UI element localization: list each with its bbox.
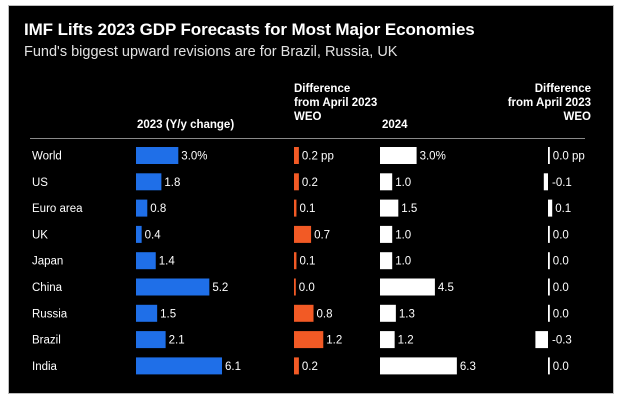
value-label-gdp-2023-uk: 0.4 — [145, 229, 162, 241]
header-diff-2024: Difference from April 2023 WEO — [507, 83, 591, 123]
value-label-diff-2024-world: 0.0 pp — [553, 151, 585, 163]
bar-diff-2024-india — [548, 357, 550, 375]
value-label-gdp-2023-world: 3.0% — [181, 151, 207, 163]
bar-diff-2024-world — [548, 147, 550, 164]
bar-gdp-2023-china — [136, 278, 210, 296]
bar-diff-2023-euro-area — [294, 199, 297, 217]
category-label-russia: Russia — [32, 308, 68, 320]
chart-subtitle: Fund's biggest upward revisions are for … — [24, 44, 398, 60]
category-label-brazil: Brazil — [32, 335, 61, 347]
value-label-gdp-2024-japan: 1.0 — [395, 256, 411, 268]
value-label-diff-2024-china: 0.0 — [553, 282, 569, 294]
value-label-diff-2024-brazil: -0.3 — [552, 335, 572, 347]
bar-diff-2023-brazil — [294, 331, 324, 349]
bar-gdp-2024-brazil — [380, 331, 395, 349]
category-label-us: US — [32, 177, 48, 189]
bar-gdp-2023-japan — [136, 252, 156, 270]
header-2023: 2023 (Y/y change) — [137, 119, 235, 131]
bar-gdp-2023-russia — [136, 304, 158, 322]
bar-gdp-2023-us — [136, 173, 162, 191]
bar-diff-2024-uk — [548, 225, 550, 243]
category-label-world: World — [32, 151, 62, 163]
value-label-diff-2024-uk: 0.0 — [553, 229, 569, 241]
value-label-gdp-2024-india: 6.3 — [460, 361, 476, 373]
category-label-india: India — [32, 361, 58, 373]
bar-gdp-2023-world — [136, 147, 179, 164]
value-label-gdp-2023-japan: 1.4 — [159, 256, 176, 268]
bar-gdp-2024-japan — [380, 252, 393, 270]
bar-diff-2023-japan — [294, 252, 297, 270]
bar-gdp-2024-world — [380, 147, 417, 164]
bar-gdp-2024-russia — [380, 304, 396, 322]
bar-gdp-2024-euro-area — [380, 199, 399, 217]
value-label-gdp-2023-russia: 1.5 — [160, 308, 176, 320]
bar-diff-2023-us — [294, 173, 299, 191]
value-label-diff-2023-russia: 0.8 — [317, 308, 333, 320]
bar-gdp-2023-brazil — [136, 331, 166, 349]
value-label-gdp-2023-brazil: 2.1 — [169, 335, 185, 347]
category-label-china: China — [32, 282, 63, 294]
value-label-diff-2024-us: -0.1 — [552, 177, 572, 189]
category-label-euro-area: Euro area — [32, 203, 83, 215]
value-label-gdp-2024-russia: 1.3 — [399, 308, 415, 320]
value-label-gdp-2023-us: 1.8 — [164, 177, 180, 189]
value-label-gdp-2024-china: 4.5 — [438, 282, 454, 294]
bar-gdp-2023-india — [136, 357, 223, 375]
bar-gdp-2024-us — [380, 173, 393, 191]
value-label-diff-2024-india: 0.0 — [553, 361, 569, 373]
bar-diff-2024-japan — [548, 252, 550, 270]
bar-diff-2024-euro-area — [548, 199, 553, 217]
value-label-diff-2023-china: 0.0 — [299, 282, 315, 294]
bar-gdp-2023-euro-area — [136, 199, 148, 217]
header-diff-2023: Difference from April 2023 WEO — [294, 83, 378, 123]
value-label-gdp-2023-euro-area: 0.8 — [150, 203, 166, 215]
category-label-japan: Japan — [32, 256, 63, 268]
value-label-gdp-2023-india: 6.1 — [225, 361, 241, 373]
value-label-diff-2023-india: 0.2 — [302, 361, 318, 373]
bar-gdp-2024-india — [380, 357, 457, 375]
chart-panel — [8, 5, 614, 394]
bar-diff-2023-china — [294, 278, 296, 296]
value-label-gdp-2023-china: 5.2 — [212, 282, 228, 294]
header-rule — [30, 138, 585, 139]
value-label-diff-2024-euro-area: 0.1 — [555, 203, 571, 215]
value-label-diff-2023-world: 0.2 pp — [302, 151, 334, 163]
bar-diff-2023-world — [294, 147, 299, 164]
value-label-diff-2024-russia: 0.0 — [553, 308, 569, 320]
value-label-diff-2024-japan: 0.0 — [553, 256, 569, 268]
bar-diff-2023-india — [294, 357, 299, 375]
bar-gdp-2024-uk — [380, 225, 393, 243]
value-label-gdp-2024-uk: 1.0 — [395, 229, 411, 241]
bar-diff-2024-brazil — [535, 331, 548, 349]
bar-diff-2024-russia — [548, 304, 550, 322]
value-label-gdp-2024-us: 1.0 — [395, 177, 411, 189]
bar-gdp-2023-uk — [136, 225, 142, 243]
bar-gdp-2024-china — [380, 278, 435, 296]
value-label-diff-2023-euro-area: 0.1 — [299, 203, 315, 215]
value-label-diff-2023-us: 0.2 — [302, 177, 318, 189]
value-label-gdp-2024-world: 3.0% — [420, 151, 446, 163]
category-label-uk: UK — [32, 229, 48, 241]
bar-diff-2023-russia — [294, 304, 314, 322]
bar-diff-2024-us — [543, 173, 548, 191]
value-label-diff-2023-uk: 0.7 — [314, 229, 330, 241]
header-2024: 2024 — [382, 119, 408, 131]
value-label-gdp-2024-euro-area: 1.5 — [401, 203, 417, 215]
bar-diff-2024-china — [548, 278, 550, 296]
bar-diff-2023-uk — [294, 225, 312, 243]
value-label-diff-2023-japan: 0.1 — [299, 256, 315, 268]
value-label-diff-2023-brazil: 1.2 — [326, 335, 342, 347]
value-label-gdp-2024-brazil: 1.2 — [398, 335, 414, 347]
chart-title: IMF Lifts 2023 GDP Forecasts for Most Ma… — [24, 20, 475, 39]
